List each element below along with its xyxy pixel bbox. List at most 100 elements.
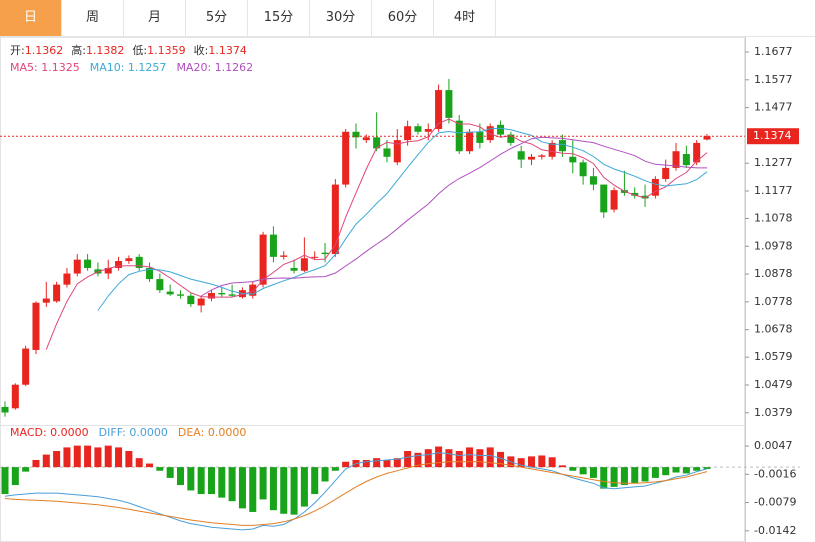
- candle-body: [703, 136, 711, 140]
- macd-bar: [53, 451, 61, 468]
- macd-bar: [197, 467, 205, 495]
- candle-body: [455, 120, 463, 152]
- candle-body: [280, 255, 288, 257]
- info-value: 1.1359: [147, 44, 186, 57]
- candle-body: [146, 267, 154, 280]
- macd-bar: [249, 467, 257, 512]
- y-tick-label: -0.0016: [754, 467, 796, 480]
- macd-bar: [527, 456, 536, 468]
- macd-bar: [228, 467, 236, 502]
- candle-body: [641, 195, 649, 199]
- macd-bar: [362, 459, 370, 468]
- candle-body: [1, 406, 9, 413]
- macd-bar: [435, 446, 443, 468]
- period-tab[interactable]: 月: [124, 0, 186, 36]
- macd-bar: [383, 459, 391, 468]
- macd-bar: [579, 467, 587, 475]
- info-label: 开:: [10, 44, 25, 57]
- macd-bar: [311, 467, 319, 495]
- macd-bar: [455, 451, 463, 468]
- macd-bar: [404, 451, 412, 468]
- legend-entry: DIFF: 0.0000: [99, 426, 168, 439]
- macd-bar: [414, 452, 422, 468]
- candle-body: [682, 154, 690, 166]
- macd-bar: [466, 447, 474, 468]
- y-tick-label: 1.0579: [754, 350, 793, 363]
- candle-body: [527, 156, 536, 160]
- indicator-line: [4, 452, 708, 531]
- macd-bar: [641, 467, 649, 482]
- macd-bar: [631, 467, 639, 484]
- info-value: 1.1374: [208, 44, 247, 57]
- chart-frame: [0, 37, 745, 542]
- indicator-line: [4, 461, 708, 526]
- macd-bar: [63, 447, 71, 468]
- indicator-line: [45, 118, 708, 350]
- candle-body: [259, 234, 267, 285]
- candle-body: [383, 148, 391, 157]
- ma-legend: MA5: 1.1325 MA10: 1.1257 MA20: 1.1262: [10, 61, 253, 74]
- period-tab[interactable]: 日: [0, 0, 62, 36]
- period-tab[interactable]: 4时: [434, 0, 496, 36]
- period-tab[interactable]: 周: [62, 0, 124, 36]
- macd-bar: [651, 467, 659, 478]
- candle-body: [11, 384, 19, 409]
- macd-bar: [610, 467, 618, 487]
- candle-body: [32, 302, 40, 350]
- macd-bar: [166, 467, 174, 478]
- macd-bar: [517, 458, 525, 468]
- macd-bar: [373, 458, 381, 468]
- macd-bar: [497, 451, 505, 468]
- candle-body: [497, 124, 505, 135]
- macd-bar: [600, 467, 608, 489]
- candle-body: [579, 162, 587, 177]
- candle-body: [197, 298, 205, 306]
- candle-body: [589, 176, 597, 185]
- macd-bar: [620, 467, 628, 486]
- macd-bar: [238, 467, 246, 509]
- period-tab[interactable]: 60分: [372, 0, 434, 36]
- macd-bar: [42, 454, 50, 468]
- macd-label: MACD: 0.0000: [10, 426, 89, 439]
- macd-bar: [280, 467, 288, 514]
- candle-body: [693, 142, 701, 163]
- candle-body: [53, 284, 61, 302]
- legend-entry: MA20: 1.1262: [176, 61, 253, 74]
- candle-body: [166, 291, 174, 295]
- macd-bar: [703, 467, 711, 469]
- macd-bar: [94, 447, 102, 468]
- macd-bar: [342, 461, 350, 468]
- candle-body: [651, 179, 659, 196]
- y-tick-label: 1.0878: [754, 267, 793, 280]
- candle-body: [662, 167, 670, 180]
- candle-body: [300, 258, 308, 271]
- period-tab[interactable]: 5分: [186, 0, 248, 36]
- candle-body: [207, 292, 215, 299]
- candle-body: [290, 267, 298, 271]
- macd-bar: [115, 447, 123, 468]
- candle-body: [73, 259, 81, 274]
- candle-body: [249, 284, 257, 296]
- period-tab[interactable]: 15分: [248, 0, 310, 36]
- y-tick-label: 1.0379: [754, 406, 793, 419]
- indicator-line: [97, 127, 708, 311]
- candle-body: [569, 156, 577, 163]
- period-tab[interactable]: 30分: [310, 0, 372, 36]
- candle-body: [331, 184, 339, 255]
- candle-body: [548, 142, 556, 157]
- macd-bar: [672, 467, 680, 473]
- macd-bar: [682, 467, 690, 474]
- ohlc-info: 开:1.1362 高:1.1382 低:1.1359 收:1.1374: [10, 43, 247, 57]
- candle-body: [22, 348, 30, 385]
- macd-bar: [1, 467, 9, 495]
- y-tick-label: 1.1277: [754, 156, 793, 169]
- macd-bar: [176, 467, 185, 486]
- macd-bar: [22, 467, 30, 472]
- macd-bar: [331, 467, 339, 471]
- macd-bar: [125, 451, 133, 468]
- macd-bar: [32, 459, 40, 468]
- macd-legend: MACD: 0.0000 DIFF: 0.0000 DEA: 0.0000: [10, 426, 246, 439]
- candle-body: [176, 294, 185, 296]
- macd-bar: [476, 449, 484, 468]
